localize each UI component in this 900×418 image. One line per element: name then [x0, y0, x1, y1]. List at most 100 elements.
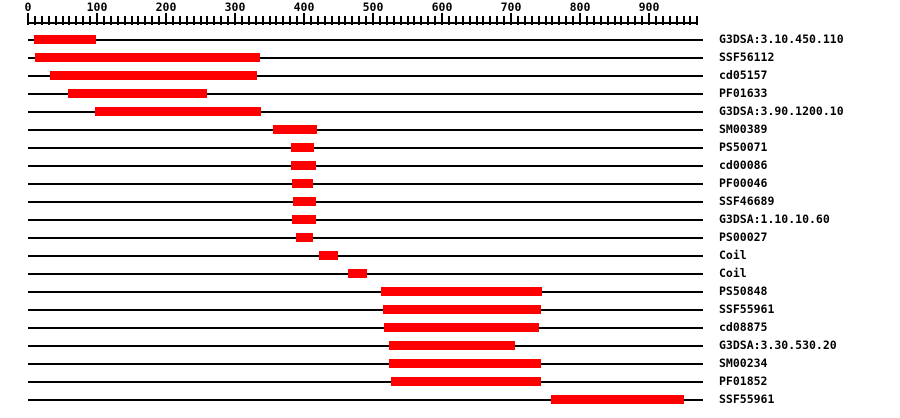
ruler-minor-tick [565, 16, 568, 25]
feature-label[interactable]: cd00086 [719, 158, 768, 172]
feature-label[interactable]: PS00027 [719, 230, 768, 244]
ruler-minor-tick [385, 16, 388, 25]
feature-label[interactable]: PS50071 [719, 140, 768, 154]
ruler-minor-tick [599, 16, 602, 25]
ruler-minor-tick [316, 16, 319, 25]
feature-bar[interactable] [34, 35, 97, 44]
ruler-major-tick [234, 13, 236, 25]
ruler-minor-tick [392, 16, 395, 25]
ruler-minor-tick [33, 16, 36, 25]
feature-line [28, 147, 703, 149]
feature-label[interactable]: cd08875 [719, 320, 768, 334]
feature-bar[interactable] [292, 179, 313, 188]
feature-label[interactable]: PS50848 [719, 284, 768, 298]
feature-bar[interactable] [348, 269, 367, 278]
ruler-minor-tick [661, 16, 664, 25]
ruler-minor-tick [240, 16, 243, 25]
feature-label[interactable]: SSF46689 [719, 194, 775, 208]
feature-line [28, 57, 703, 59]
feature-bar[interactable] [388, 359, 541, 368]
feature-bar[interactable] [295, 233, 313, 242]
ruler-minor-tick [620, 16, 623, 25]
feature-line [28, 381, 703, 383]
feature-bar[interactable] [319, 251, 338, 260]
feature-bar[interactable] [293, 197, 316, 206]
feature-label[interactable]: SM00389 [719, 122, 768, 136]
ruler-major-tick [96, 13, 98, 25]
feature-label[interactable]: SSF56112 [719, 50, 775, 64]
ruler-minor-tick [413, 16, 416, 25]
feature-bar[interactable] [68, 89, 207, 98]
feature-bar[interactable] [384, 323, 539, 332]
ruler-minor-tick [296, 16, 299, 25]
ruler-minor-tick [613, 16, 616, 25]
ruler-minor-tick [337, 16, 340, 25]
feature-line [28, 183, 703, 185]
feature-label[interactable]: PF00046 [719, 176, 768, 190]
ruler-minor-tick [178, 16, 181, 25]
feature-label[interactable]: G3DSA:1.10.10.60 [719, 212, 830, 226]
feature-bar[interactable] [34, 53, 260, 62]
ruler-tick-label: 700 [500, 0, 522, 14]
ruler-minor-tick [309, 16, 312, 25]
feature-bar[interactable] [272, 125, 318, 134]
feature-label[interactable]: Coil [719, 266, 747, 280]
ruler-minor-tick [641, 16, 644, 25]
ruler-minor-tick [627, 16, 630, 25]
feature-label[interactable]: PF01633 [719, 86, 768, 100]
feature-bar[interactable] [94, 107, 262, 116]
feature-bar[interactable] [382, 305, 541, 314]
ruler-minor-tick [461, 16, 464, 25]
feature-label[interactable]: G3DSA:3.30.530.20 [719, 338, 837, 352]
ruler-minor-tick [551, 16, 554, 25]
feature-bar[interactable] [290, 143, 314, 152]
ruler-minor-tick [496, 16, 499, 25]
ruler-minor-tick [330, 16, 333, 25]
ruler-minor-tick [206, 16, 209, 25]
feature-label[interactable]: SSF55961 [719, 392, 775, 406]
feature-label[interactable]: cd05157 [719, 68, 768, 82]
ruler-minor-tick [130, 16, 133, 25]
ruler-tick-label: 200 [155, 0, 177, 14]
feature-bar[interactable] [381, 287, 543, 296]
ruler-major-tick [441, 13, 443, 25]
feature-bar[interactable] [290, 161, 316, 170]
feature-label[interactable]: G3DSA:3.10.450.110 [719, 32, 844, 46]
ruler-minor-tick [682, 16, 685, 25]
feature-line [28, 75, 703, 77]
ruler-tick-label: 400 [293, 0, 315, 14]
ruler-tick-label: 500 [362, 0, 384, 14]
feature-line [28, 399, 703, 401]
feature-bar[interactable] [50, 71, 258, 80]
ruler-minor-tick [399, 16, 402, 25]
ruler-minor-tick [123, 16, 126, 25]
feature-bar[interactable] [292, 215, 316, 224]
ruler-minor-tick [199, 16, 202, 25]
feature-line [28, 39, 703, 41]
feature-line [28, 363, 703, 365]
feature-bar[interactable] [390, 377, 541, 386]
ruler-baseline [28, 22, 699, 24]
ruler-minor-tick [47, 16, 50, 25]
feature-bar[interactable] [551, 395, 685, 404]
ruler-minor-tick [420, 16, 423, 25]
feature-line [28, 93, 703, 95]
ruler-minor-tick [158, 16, 161, 25]
feature-label[interactable]: SM00234 [719, 356, 768, 370]
feature-label[interactable]: PF01852 [719, 374, 768, 388]
ruler-minor-tick [254, 16, 257, 25]
ruler-minor-tick [503, 16, 506, 25]
feature-bar[interactable] [388, 341, 516, 350]
ruler-tick-label: 900 [638, 0, 660, 14]
ruler-minor-tick [102, 16, 105, 25]
feature-line [28, 165, 703, 167]
feature-label[interactable]: G3DSA:3.90.1200.10 [719, 104, 844, 118]
feature-line [28, 237, 703, 239]
feature-label[interactable]: Coil [719, 248, 747, 262]
ruler-minor-tick [427, 16, 430, 25]
ruler-major-tick [303, 13, 305, 25]
ruler-minor-tick [592, 16, 595, 25]
feature-line [28, 219, 703, 221]
ruler-minor-tick [75, 16, 78, 25]
feature-label[interactable]: SSF55961 [719, 302, 775, 316]
